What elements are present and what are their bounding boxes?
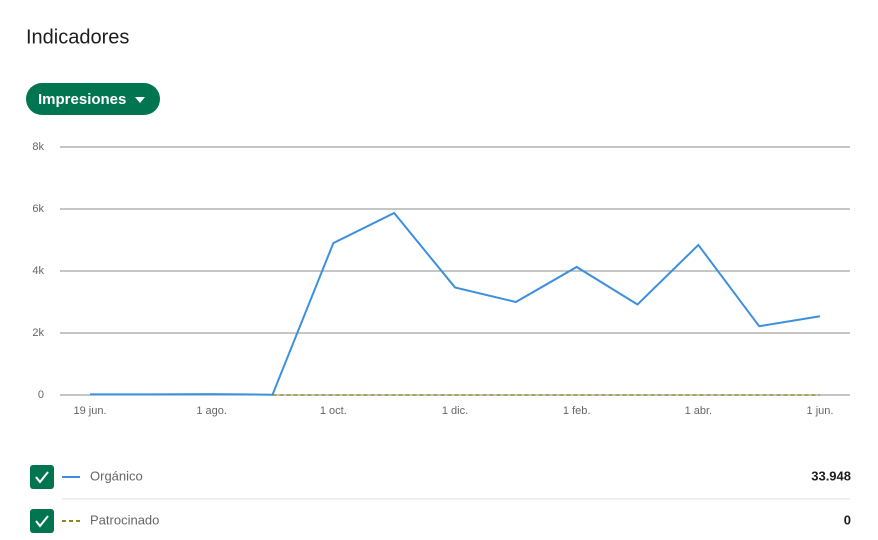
x-tick-label: 1 dic. xyxy=(442,405,468,417)
legend-label: Patrocinado xyxy=(90,512,159,527)
legend-label: Orgánico xyxy=(90,468,143,483)
y-tick-label: 2k xyxy=(32,327,44,339)
y-tick-label: 4k xyxy=(32,265,44,277)
checkmark xyxy=(35,471,49,484)
x-tick-label: 1 jun. xyxy=(807,405,834,417)
checkmark xyxy=(35,515,49,528)
x-tick-label: 1 abr. xyxy=(685,405,713,417)
dropdown-button[interactable] xyxy=(26,83,160,115)
section-title: Indicadores xyxy=(26,26,129,48)
metric-dropdown[interactable]: Impresiones xyxy=(26,83,160,115)
x-tick-label: 1 ago. xyxy=(196,405,227,417)
x-tick-label: 1 oct. xyxy=(320,405,347,417)
dropdown-caret xyxy=(135,97,145,103)
dropdown-label[interactable]: Impresiones xyxy=(38,91,126,108)
series-total: 0 xyxy=(844,512,851,527)
legend-checkbox[interactable] xyxy=(30,465,54,489)
y-tick-label: 0 xyxy=(38,389,44,401)
y-tick-label: 8k xyxy=(32,141,44,153)
series-total: 33.948 xyxy=(811,468,851,483)
series-line xyxy=(90,211,821,396)
x-tick-label: 19 jun. xyxy=(73,405,106,417)
legend-checkbox[interactable] xyxy=(30,509,54,533)
x-tick-label: 1 feb. xyxy=(563,405,591,417)
y-tick-label: 6k xyxy=(32,203,44,215)
